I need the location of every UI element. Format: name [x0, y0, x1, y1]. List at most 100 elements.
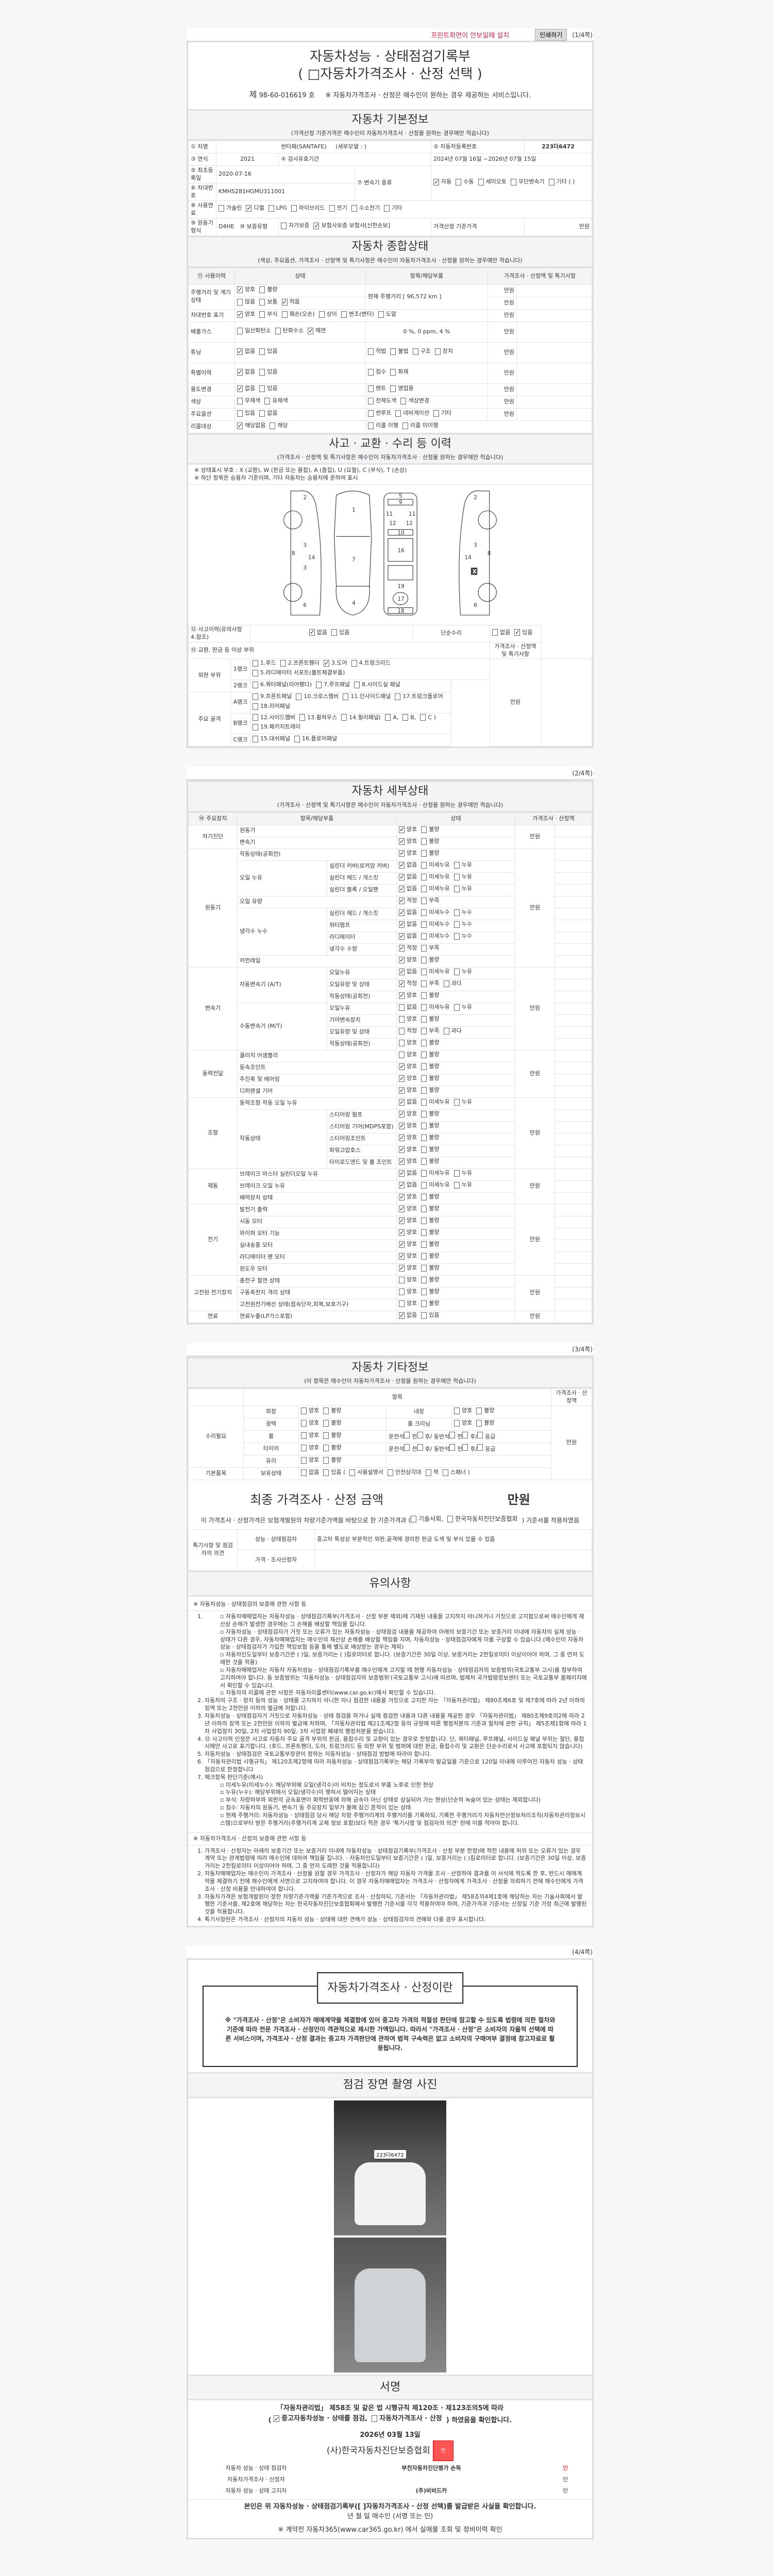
checkbox-option[interactable]: 불량	[421, 1087, 440, 1094]
unchecked-box-icon[interactable]	[453, 1182, 460, 1189]
unchecked-box-icon[interactable]	[259, 410, 265, 417]
checked-box-icon[interactable]	[433, 178, 439, 186]
checkbox-option[interactable]: 디젤	[246, 204, 264, 212]
unchecked-box-icon[interactable]	[259, 298, 265, 306]
checkbox-option[interactable]: 15.대쉬패널	[253, 735, 290, 743]
unchecked-box-icon[interactable]	[301, 1469, 307, 1476]
checkbox-option[interactable]: 장치	[434, 348, 453, 355]
checkbox-option[interactable]: 양호	[399, 1276, 417, 1284]
unchecked-box-icon[interactable]	[399, 1028, 405, 1035]
unchecked-box-icon[interactable]	[421, 862, 427, 869]
checked-box-icon[interactable]	[399, 908, 405, 917]
checkbox-option[interactable]: 누유	[453, 1098, 472, 1106]
checkbox-option[interactable]: 양호	[399, 1157, 417, 1165]
checkbox-option[interactable]: 양호	[237, 310, 255, 318]
unchecked-box-icon[interactable]	[453, 862, 460, 869]
checkbox-option[interactable]: 해당	[270, 422, 288, 430]
checked-box-icon[interactable]	[399, 1157, 405, 1165]
checkbox-option[interactable]: 없음	[259, 410, 278, 417]
unchecked-box-icon[interactable]	[404, 1444, 410, 1451]
checked-box-icon[interactable]	[237, 368, 243, 376]
checked-box-icon[interactable]	[308, 327, 313, 335]
checkbox-option[interactable]: 불량	[421, 956, 440, 964]
checkbox-option[interactable]: 불량	[323, 1456, 342, 1464]
unchecked-box-icon[interactable]	[354, 682, 360, 688]
unchecked-box-icon[interactable]	[384, 205, 390, 212]
unchecked-box-icon[interactable]	[253, 724, 258, 731]
unchecked-box-icon[interactable]	[417, 1444, 423, 1451]
checked-box-icon[interactable]	[399, 956, 405, 964]
unchecked-box-icon[interactable]	[421, 838, 427, 845]
checkbox-option[interactable]: 중고자동차성능 · 상태를 점검,	[274, 2414, 367, 2424]
checkbox-option[interactable]: 자가보증	[281, 222, 309, 230]
checked-box-icon[interactable]	[399, 1074, 405, 1082]
unchecked-box-icon[interactable]	[421, 1229, 427, 1236]
checkbox-option[interactable]: 보통	[259, 298, 278, 306]
unchecked-box-icon[interactable]	[301, 1432, 307, 1439]
unchecked-box-icon[interactable]	[421, 1170, 427, 1177]
unchecked-box-icon[interactable]	[399, 1016, 405, 1023]
unchecked-box-icon[interactable]	[351, 660, 357, 667]
checkbox-option[interactable]: 없음	[399, 1181, 417, 1189]
unchecked-box-icon[interactable]	[296, 693, 302, 700]
unchecked-box-icon[interactable]	[237, 327, 243, 334]
checkbox-option[interactable]: 과다	[443, 980, 462, 988]
unchecked-box-icon[interactable]	[237, 397, 243, 404]
checkbox-option[interactable]: 기술사회,	[411, 1515, 443, 1523]
unchecked-box-icon[interactable]	[421, 1182, 427, 1189]
unchecked-box-icon[interactable]	[477, 1444, 483, 1451]
unchecked-box-icon[interactable]	[275, 327, 281, 334]
checkbox-option[interactable]: 양호	[399, 1288, 417, 1296]
checkbox-option[interactable]: 부족	[421, 1027, 440, 1035]
checked-box-icon[interactable]	[237, 384, 243, 393]
checkbox-option[interactable]: 양호	[399, 1216, 417, 1225]
checkbox-option[interactable]: 자동	[433, 178, 451, 186]
unchecked-box-icon[interactable]	[433, 410, 439, 417]
checkbox-option[interactable]: 양호	[301, 1456, 319, 1464]
unchecked-box-icon[interactable]	[421, 980, 427, 988]
unchecked-box-icon[interactable]	[449, 1432, 456, 1439]
unchecked-box-icon[interactable]	[280, 660, 286, 667]
unchecked-box-icon[interactable]	[476, 1419, 482, 1427]
checkbox-option[interactable]: 양호	[399, 1062, 417, 1071]
checkbox-option[interactable]: 있음	[259, 368, 278, 376]
unchecked-box-icon[interactable]	[453, 886, 460, 893]
checkbox-option[interactable]: 불량	[421, 1015, 440, 1023]
checkbox-option[interactable]: 수소전기	[351, 205, 380, 212]
checked-box-icon[interactable]	[399, 1228, 405, 1236]
checkbox-option[interactable]: 미세누유	[421, 1098, 450, 1106]
checked-box-icon[interactable]	[399, 1062, 405, 1071]
unchecked-box-icon[interactable]	[253, 660, 258, 667]
unchecked-box-icon[interactable]	[462, 1432, 468, 1439]
checkbox-option[interactable]: 없음	[399, 968, 417, 976]
checked-box-icon[interactable]	[281, 298, 288, 306]
checkbox-option[interactable]: 무채색	[237, 397, 260, 405]
checked-box-icon[interactable]	[399, 1181, 405, 1189]
checkbox-option[interactable]: 훼손(오손)	[281, 311, 315, 318]
checkbox-option[interactable]: 불량	[421, 1075, 440, 1082]
checkbox-option[interactable]: 상이	[318, 311, 337, 318]
checkbox-option[interactable]: 부족	[421, 944, 440, 952]
unchecked-box-icon[interactable]	[253, 736, 258, 743]
checkbox-option[interactable]: 탄화수소	[275, 327, 304, 335]
checkbox-option[interactable]: 불량	[476, 1419, 495, 1427]
checked-box-icon[interactable]	[399, 849, 405, 857]
checkbox-option[interactable]: 불량	[421, 1300, 440, 1308]
checkbox-option[interactable]: 양호	[399, 991, 417, 999]
checked-box-icon[interactable]	[246, 204, 251, 212]
checkbox-option[interactable]: 있음	[237, 410, 255, 417]
unchecked-box-icon[interactable]	[511, 179, 516, 186]
checkbox-option[interactable]: 불량	[421, 1051, 440, 1059]
unchecked-box-icon[interactable]	[402, 714, 409, 721]
checkbox-option[interactable]: 미세누수	[421, 921, 450, 928]
checkbox-option[interactable]: 있음 (	[323, 1469, 345, 1477]
unchecked-box-icon[interactable]	[421, 1146, 427, 1154]
checkbox-option[interactable]: 없음	[399, 1311, 417, 1319]
unchecked-box-icon[interactable]	[421, 957, 427, 964]
checkbox-option[interactable]: 미세누수	[421, 933, 450, 940]
checked-box-icon[interactable]	[313, 222, 320, 230]
checkbox-option[interactable]: 미세누수	[421, 909, 450, 917]
checkbox-option[interactable]: 없음	[309, 628, 327, 637]
checkbox-option[interactable]: 전체도색	[368, 397, 396, 405]
checkbox-option[interactable]: 불량	[476, 1407, 495, 1415]
